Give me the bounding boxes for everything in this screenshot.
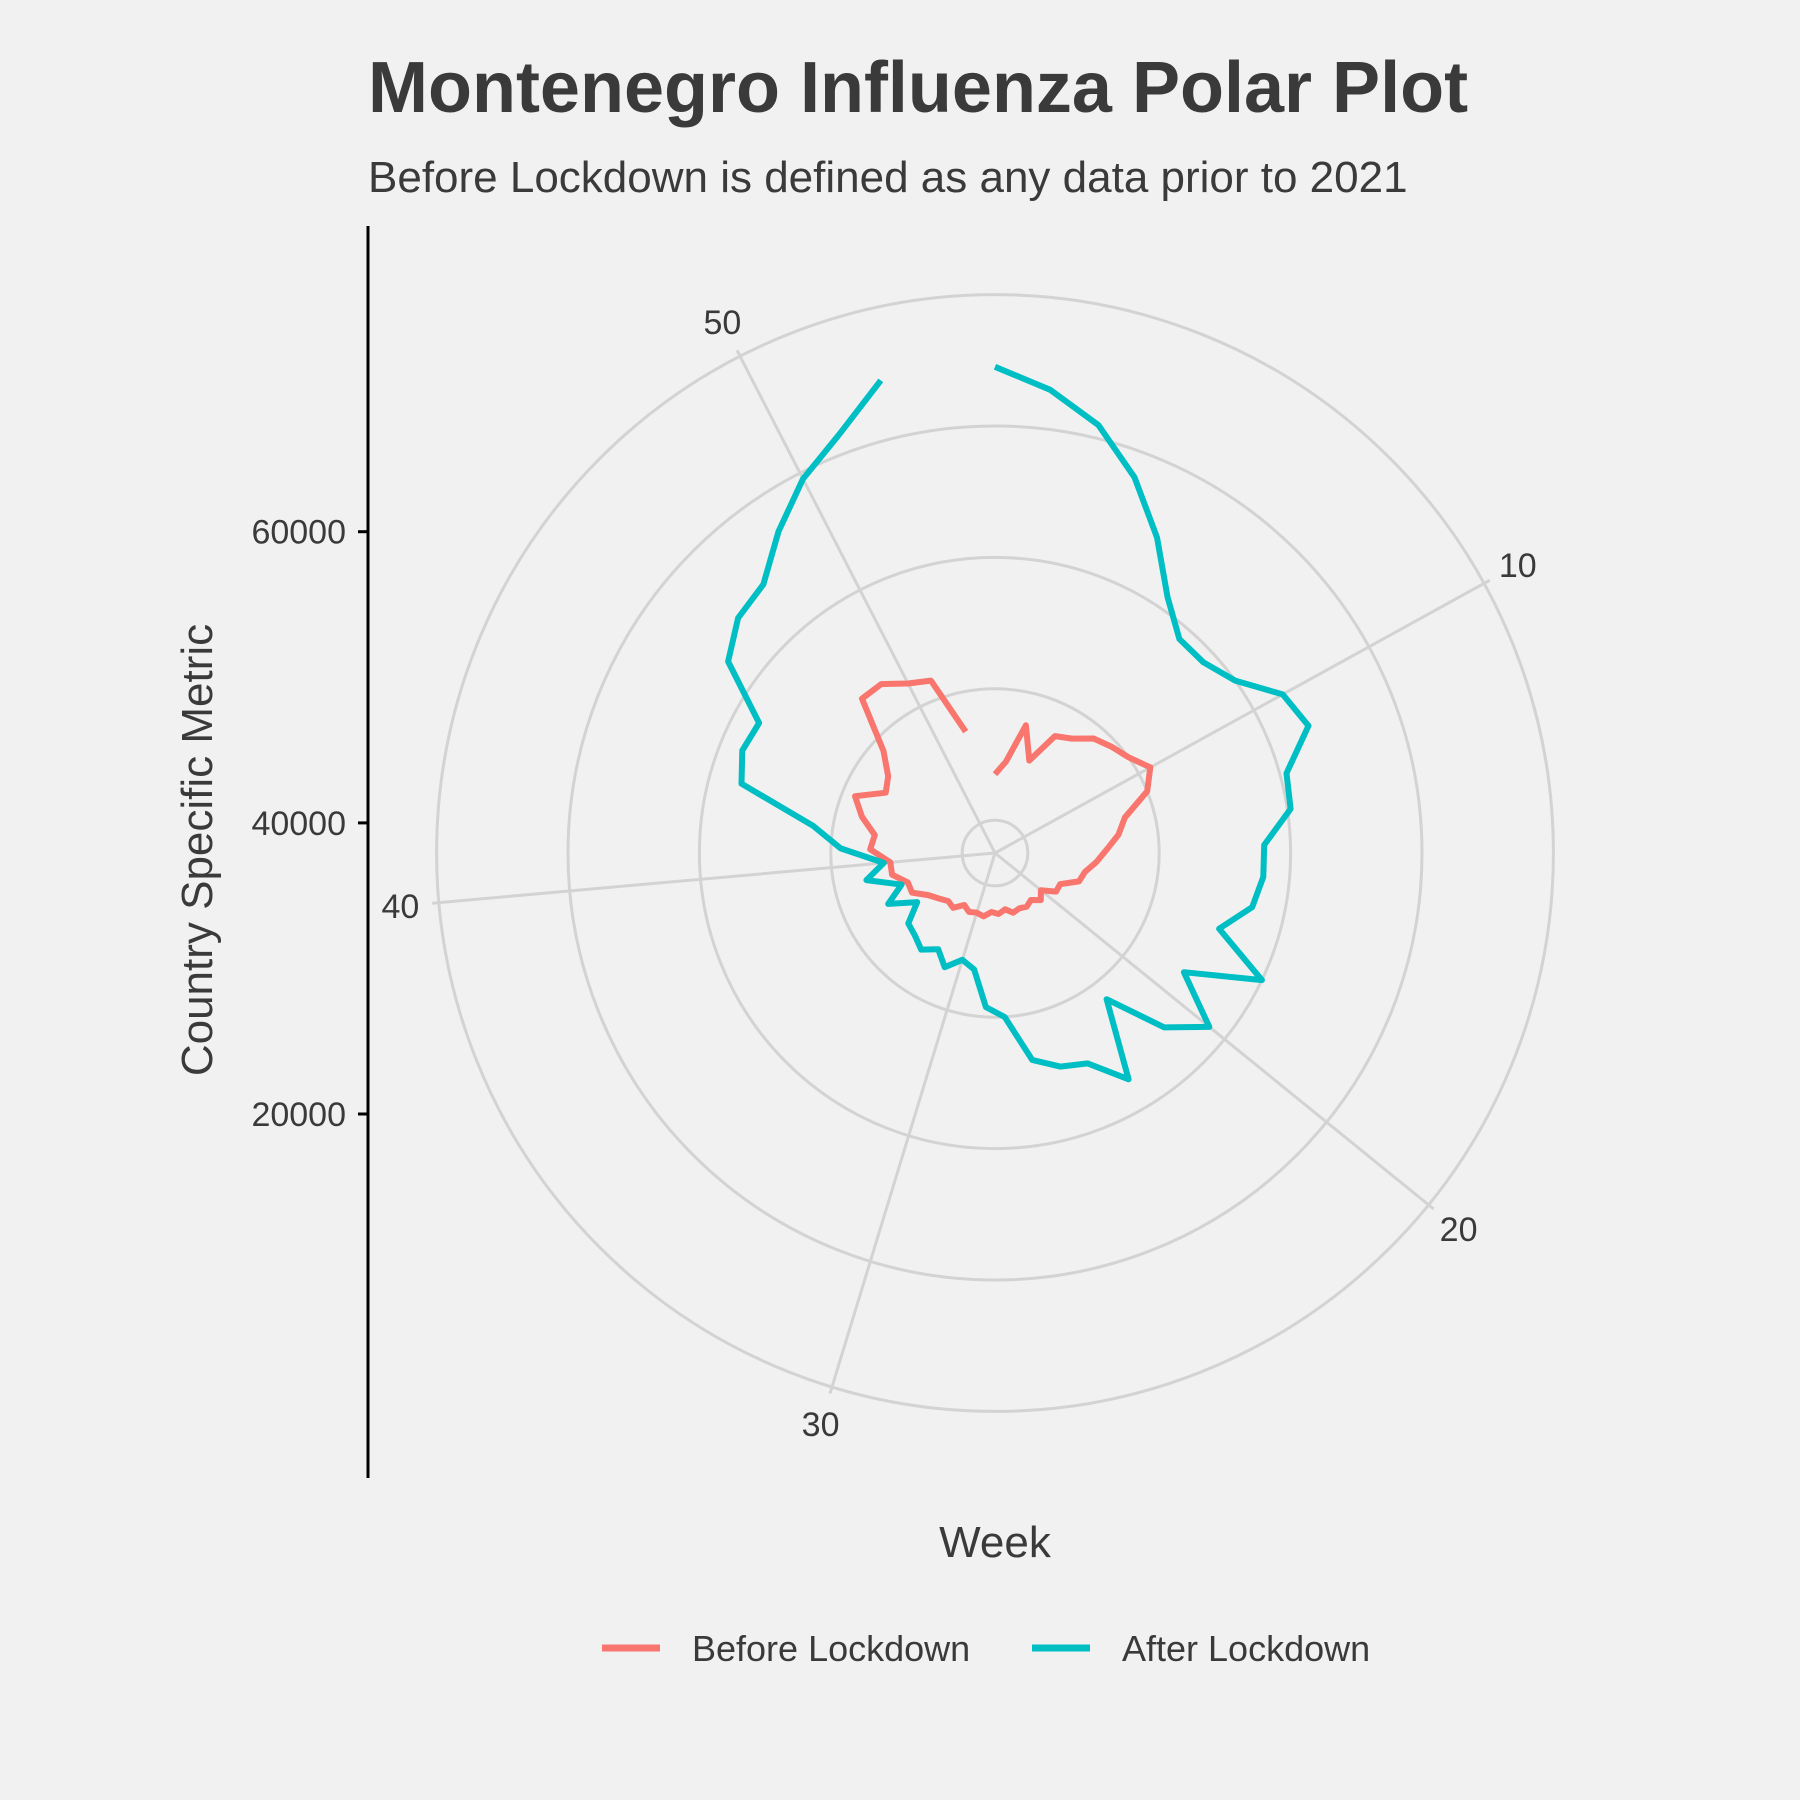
angular-gridlines	[432, 349, 1491, 1394]
chart-title: Montenegro Influenza Polar Plot	[368, 48, 1468, 128]
chart-subtitle: Before Lockdown is defined as any data p…	[368, 153, 1408, 202]
x-tick-label: 20	[1440, 1211, 1478, 1249]
spoke-week-10	[994, 578, 1491, 855]
angular-axis-ticks: 10 20 30 40 50	[381, 304, 1536, 1444]
y-tick-label: 20000	[251, 1096, 346, 1134]
y-tick-label: 40000	[251, 805, 346, 843]
grid-circle-4	[435, 293, 1555, 1413]
series-line-after-lockdown	[725, 364, 1312, 1083]
x-tick-label: 10	[1499, 547, 1537, 585]
y-axis-ticks: 20000 40000 60000	[251, 514, 368, 1134]
grid-circle-1	[829, 687, 1161, 1019]
series-lines	[725, 364, 1312, 1083]
spoke-week-40	[432, 851, 996, 905]
series-line-before-lockdown	[852, 677, 1154, 920]
grid-circle-0	[960, 818, 1030, 888]
grid-circle-3	[566, 424, 1424, 1282]
y-axis-title: Country Specific Metric	[173, 624, 222, 1076]
x-axis-title: Week	[939, 1518, 1052, 1567]
legend-label-before-lockdown: Before Lockdown	[692, 1628, 970, 1669]
spoke-week-20	[994, 851, 1435, 1211]
spoke-week-30	[828, 852, 997, 1394]
x-tick-label: 30	[802, 1406, 840, 1444]
x-tick-label: 50	[703, 304, 741, 342]
legend: Before Lockdown After Lockdown	[602, 1628, 1370, 1669]
legend-label-after-lockdown: After Lockdown	[1122, 1628, 1370, 1669]
spoke-week-50	[735, 349, 997, 854]
x-tick-label: 40	[381, 888, 419, 926]
y-tick-label: 60000	[251, 514, 346, 552]
grid-circle-2	[697, 555, 1293, 1151]
radial-gridlines	[435, 293, 1555, 1413]
